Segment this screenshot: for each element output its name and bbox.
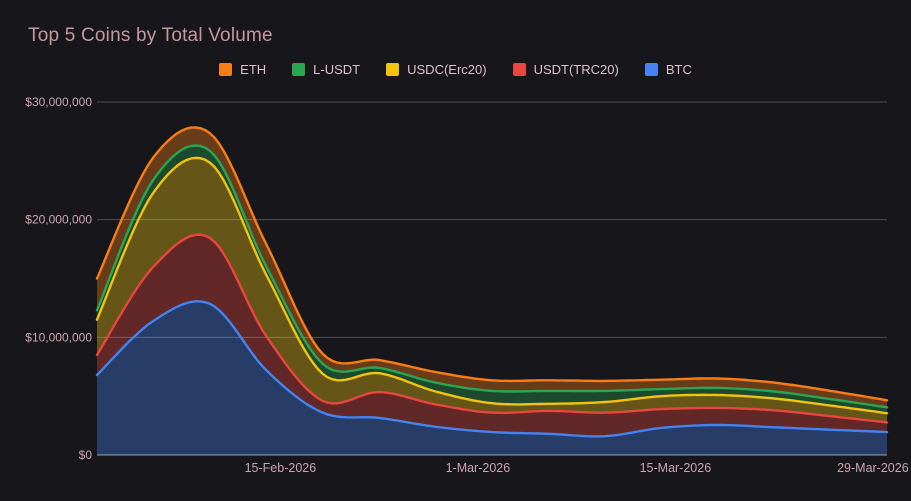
- y-tick-label: $0: [79, 448, 93, 462]
- area-line-l-usdt: [95, 144, 889, 409]
- area-line-usdc-erc20-: [95, 156, 889, 415]
- chart-title: Top 5 Coins by Total Volume: [28, 25, 273, 46]
- x-tick-label: 29-Mar-2026: [837, 461, 909, 475]
- legend-label: ETH: [240, 62, 267, 77]
- legend-item-usdc-erc20-[interactable]: USDC(Erc20): [386, 62, 487, 77]
- legend-color-swatch: [219, 63, 233, 76]
- legend-item-l-usdt[interactable]: L-USDT: [292, 62, 360, 77]
- legend-label: BTC: [665, 62, 692, 77]
- legend: ETH L-USDT USDC(Erc20) USDT(TRC20) BTC: [0, 62, 911, 77]
- legend-color-swatch: [386, 63, 400, 76]
- area-line-eth: [95, 126, 889, 402]
- area-band-usdc-erc20-: [97, 157, 887, 423]
- y-tick-label: $10,000,000: [25, 330, 92, 344]
- legend-item-usdt-trc20-[interactable]: USDT(TRC20): [512, 62, 619, 77]
- legend-label: L-USDT: [313, 62, 361, 77]
- y-tick-label: $30,000,000: [25, 95, 92, 109]
- area-band-btc: [97, 301, 887, 455]
- area-line-btc: [95, 300, 889, 438]
- area-line-usdt-trc20-: [95, 233, 889, 424]
- legend-color-swatch: [644, 63, 658, 76]
- legend-label: USDT(TRC20): [533, 62, 619, 77]
- area-band-usdt-trc20-: [97, 234, 887, 437]
- legend-item-btc[interactable]: BTC: [644, 62, 692, 77]
- x-tick-label: 1-Mar-2026: [446, 461, 511, 475]
- legend-color-swatch: [292, 63, 306, 76]
- x-tick-label: 15-Feb-2026: [245, 461, 317, 475]
- legend-item-eth[interactable]: ETH: [219, 62, 266, 77]
- legend-color-swatch: [512, 63, 526, 76]
- legend-label: USDC(Erc20): [407, 62, 487, 77]
- y-tick-label: $20,000,000: [25, 213, 92, 227]
- x-tick-label: 15-Mar-2026: [640, 461, 712, 475]
